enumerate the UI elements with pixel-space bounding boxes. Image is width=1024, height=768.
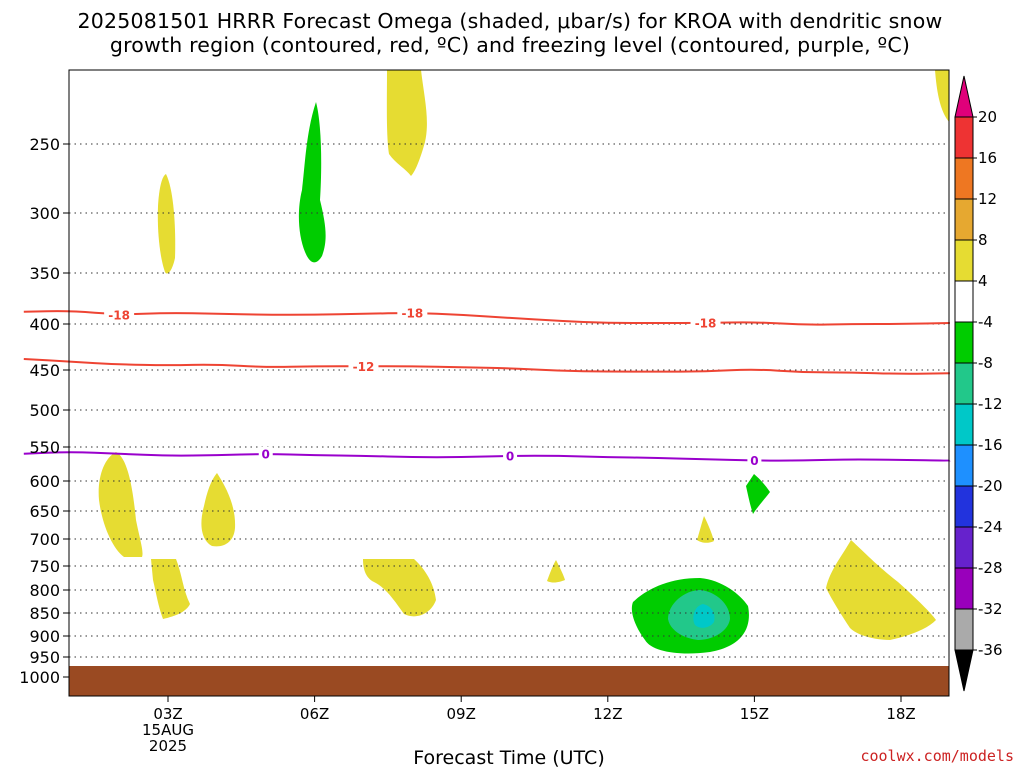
ytick-label-500: 500 [29, 401, 60, 420]
omega-descent-region-1 [157, 174, 176, 274]
colorbar-bin-3 [954, 198, 974, 241]
omega-descent-region-5 [151, 559, 190, 619]
x-axis-label: Forecast Time (UTC) [413, 747, 604, 768]
xtick-label-15Z: 15Z [740, 705, 769, 723]
ytick-label-250: 250 [29, 135, 60, 154]
colorbar-tick-label--36: -36 [978, 641, 1003, 659]
colorbar-bin-2 [954, 157, 974, 200]
contour-line--12 [23, 358, 950, 375]
colorbar-tick-label-16: 16 [978, 149, 997, 167]
colorbar-bin-9 [954, 444, 974, 487]
ytick-label-650: 650 [29, 502, 60, 521]
colorbar-tick-label--12: -12 [978, 395, 1003, 413]
ground-surface [69, 666, 949, 696]
colorbar-tick-label-12: 12 [978, 190, 997, 208]
contour-label-bg [397, 305, 428, 320]
contour-line--18 [23, 310, 950, 326]
ytick-label-800: 800 [29, 581, 60, 600]
contour-lines: -18 -18 -18 -12 0 0 0 [23, 305, 951, 468]
ytick-label-950: 950 [29, 648, 60, 667]
colorbar: 20 16 12 8 4 -4 -8 -12 -16 -20 -24 -28 -32 -36 [954, 75, 1003, 692]
omega-ascent-region-1 [298, 102, 326, 263]
contour-line-0 [23, 451, 951, 462]
contour-label-bg [258, 446, 273, 461]
xtick-label-12Z: 12Z [593, 705, 622, 723]
chart-title-line-1: 2025081501 HRRR Forecast Omega (shaded, … [78, 9, 943, 33]
contour-label--12: -12 [353, 360, 375, 374]
contour-label--18: -18 [401, 306, 423, 320]
colorbar-bin-10 [954, 485, 974, 528]
colorbar-tick-label-4: 4 [978, 272, 988, 290]
colorbar-bin-13 [954, 608, 974, 651]
colorbar-tick-label--20: -20 [978, 477, 1003, 495]
colorbar-bin-5 [954, 280, 974, 323]
contour-label-bg [104, 307, 135, 322]
omega-descent-region-7 [363, 559, 436, 617]
ytick-label-1000: 1000 [19, 668, 60, 687]
colorbar-bin-11 [954, 526, 974, 569]
contour-label-0: 0 [262, 447, 270, 461]
omega-descent-region-2 [386, 70, 427, 176]
omega-descent-region-3 [935, 70, 949, 122]
credit-text[interactable]: coolwx.com/models [860, 747, 1014, 765]
ytick-label-850: 850 [29, 604, 60, 623]
ytick-label-900: 900 [29, 627, 60, 646]
xtick-label-03Z: 03Z [153, 705, 182, 723]
ytick-label-750: 750 [29, 557, 60, 576]
colorbar-tick-label--32: -32 [978, 600, 1003, 618]
chart-title-line-2: growth region (contoured, red, ºC) and f… [110, 33, 910, 57]
colorbar-tick-label-8: 8 [978, 231, 988, 249]
plot-area [69, 70, 949, 696]
colorbar-bin-top [954, 75, 974, 118]
omega-descent-region-8 [547, 560, 565, 583]
colorbar-bin-12 [954, 567, 974, 610]
contour-label-0: 0 [506, 449, 514, 463]
xtick-sublabel-15AUG: 15AUG [142, 721, 194, 739]
contour-label-0: 0 [750, 454, 758, 468]
ytick-label-600: 600 [29, 472, 60, 491]
colorbar-tick-label--24: -24 [978, 518, 1003, 536]
ytick-label-450: 450 [29, 361, 60, 380]
colorbar-tick-label--28: -28 [978, 559, 1003, 577]
contour-label--18: -18 [108, 308, 130, 322]
xtick-sublabel-2025: 2025 [149, 737, 187, 755]
colorbar-bin-1 [954, 116, 974, 159]
omega-descent-region-4 [98, 452, 143, 557]
y-axis-ticks: 250 300 350 400 450 500 550 600 650 700 750 800 850 9… [19, 135, 69, 687]
contour-label-bg [348, 359, 379, 374]
omega-shading [98, 70, 949, 654]
colorbar-tick-label--16: -16 [978, 436, 1003, 454]
colorbar-bin-4 [954, 239, 974, 282]
contour-label-bg [503, 448, 518, 463]
xtick-label-09Z: 09Z [447, 705, 476, 723]
omega-descent-region-6 [201, 473, 236, 547]
omega-ascent-region-2 [746, 474, 770, 514]
colorbar-bin-8 [954, 403, 974, 446]
xtick-label-18Z: 18Z [886, 705, 915, 723]
omega-descent-region-10 [826, 540, 936, 640]
omega-descent-region-9 [697, 516, 714, 543]
colorbar-bin-6 [954, 321, 974, 364]
xtick-label-06Z: 06Z [300, 705, 329, 723]
colorbar-tick-label--4: -4 [978, 313, 993, 331]
contour-label-bg [690, 315, 721, 330]
colorbar-tick-label--8: -8 [978, 354, 993, 372]
plot-frame [68, 69, 950, 697]
ytick-label-350: 350 [29, 264, 60, 283]
colorbar-tick-label-20: 20 [978, 108, 997, 126]
colorbar-bin-7 [954, 362, 974, 405]
contour-label--18: -18 [695, 316, 717, 330]
ytick-label-550: 550 [29, 438, 60, 457]
ytick-label-400: 400 [29, 315, 60, 334]
omega-ascent-region-5 [693, 604, 715, 628]
ytick-label-300: 300 [29, 204, 60, 223]
ytick-label-700: 700 [29, 530, 60, 549]
colorbar-bin-bottom [954, 649, 974, 692]
contour-label-bg [747, 453, 762, 468]
